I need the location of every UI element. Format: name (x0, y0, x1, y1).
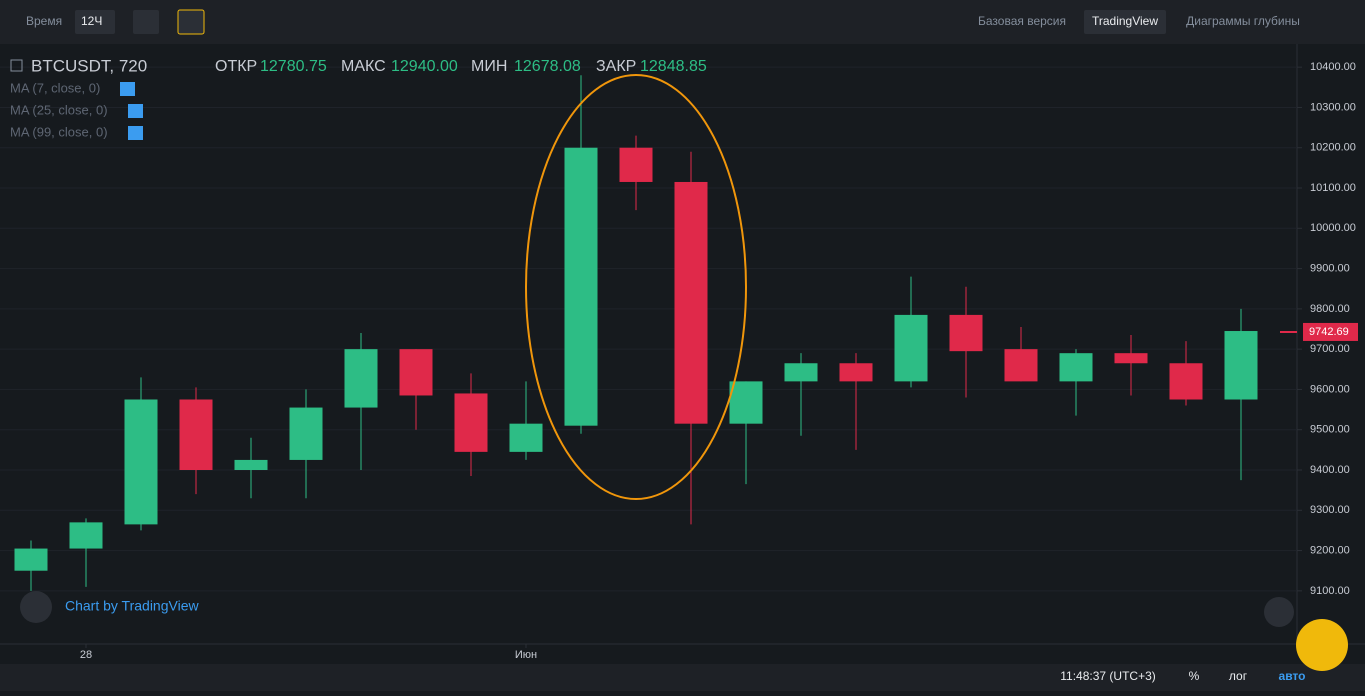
y-tick-label: 9900.00 (1310, 262, 1350, 274)
y-tick-label: 10100.00 (1310, 182, 1356, 194)
candle-body (69, 522, 103, 549)
candle-body (1114, 353, 1148, 364)
candle-body (454, 393, 488, 452)
watermark: Chart by TradingView (65, 598, 199, 614)
candle-body (674, 181, 708, 424)
candle-body (289, 407, 323, 460)
interval[interactable]: 12Ч (81, 14, 102, 28)
chat-button[interactable] (1296, 619, 1348, 671)
candle-body (234, 459, 268, 470)
x-tick-label: 28 (80, 649, 92, 661)
active-tab[interactable] (1084, 10, 1166, 34)
y-tick-label: 9700.00 (1310, 343, 1350, 355)
open-value: 12780.75 (260, 58, 327, 75)
candle-body (1059, 353, 1093, 382)
close-label: ЗАКР (596, 58, 636, 75)
symbol: BTCUSDT, 720 (31, 56, 147, 75)
indicator-eye[interactable] (128, 126, 143, 140)
highlight-ellipse (525, 74, 747, 500)
y-tick-label: 9300.00 (1310, 504, 1350, 516)
tv-logo (20, 591, 52, 623)
low-value: 12678.08 (514, 58, 581, 75)
clock: 11:48:37 (UTC+3) (1060, 669, 1156, 683)
indicator: MA (7, close, 0) (10, 80, 100, 95)
y-tick-label: 9200.00 (1310, 544, 1350, 556)
candle-body (344, 349, 378, 408)
auto-toggle[interactable]: авто (1279, 669, 1306, 683)
status-bar (0, 664, 1365, 691)
open-label: ОТКР (215, 58, 257, 75)
y-tick-label: 9500.00 (1310, 424, 1350, 436)
log-toggle[interactable]: лог (1229, 669, 1248, 683)
y-tick-label: 10400.00 (1310, 61, 1356, 73)
indicator: MA (99, close, 0) (10, 124, 108, 139)
indicators-button[interactable] (177, 9, 205, 35)
y-tick-label: 9800.00 (1310, 303, 1350, 315)
candle-body (124, 399, 158, 525)
last-price-label: 9742.69 (1309, 326, 1349, 338)
y-tick-label: 10000.00 (1310, 222, 1356, 234)
high-value: 12940.00 (391, 58, 458, 75)
candle-body (509, 423, 543, 452)
view-tab[interactable]: TradingView (1092, 14, 1158, 28)
indicator-eye[interactable] (120, 82, 135, 96)
last-price-box (1303, 322, 1358, 341)
indicator-eye[interactable] (128, 104, 143, 118)
x-tick-label: Июн (515, 649, 537, 661)
candle-body (564, 147, 598, 426)
candle-body (1004, 349, 1038, 382)
candle-body (894, 314, 928, 382)
y-tick-label: 10200.00 (1310, 142, 1356, 154)
scroll-button[interactable] (1264, 597, 1294, 627)
time-label: Время (26, 14, 62, 28)
time-axis (0, 644, 1365, 664)
candle-body (619, 147, 653, 182)
y-tick-label: 9400.00 (1310, 464, 1350, 476)
candle-body (1169, 363, 1203, 400)
settings-button[interactable] (133, 10, 159, 34)
close-value: 12848.85 (640, 58, 707, 75)
candle-body (399, 349, 433, 396)
interval-button[interactable] (75, 10, 115, 34)
candle-body (179, 399, 213, 470)
low-label: МИН (471, 58, 507, 75)
view-tab[interactable]: Базовая версия (978, 14, 1066, 28)
candle-body (784, 363, 818, 382)
candle-body (949, 314, 983, 352)
collapse-icon[interactable] (10, 59, 23, 72)
y-tick-label: 9600.00 (1310, 383, 1350, 395)
indicator: MA (25, close, 0) (10, 102, 108, 117)
candle-body (839, 363, 873, 382)
high-label: МАКС (341, 58, 386, 75)
candle-body (14, 548, 48, 571)
view-tab[interactable]: Диаграммы глубины (1186, 14, 1300, 28)
plot: 9100.00 9200.00 9300.00 9400.00 9500.00 9600.… (0, 61, 1358, 661)
percent-toggle[interactable]: % (1189, 669, 1200, 683)
y-tick-label: 10300.00 (1310, 101, 1356, 113)
y-tick-label: 9100.00 (1310, 585, 1350, 597)
candle-body (729, 381, 763, 424)
candle-body (1224, 331, 1258, 400)
